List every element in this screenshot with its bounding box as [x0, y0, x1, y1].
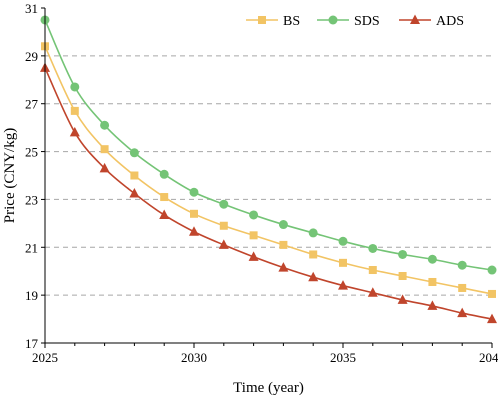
data-point-bs-2038 [428, 277, 437, 286]
series-line-sds [44, 19, 493, 271]
gridlines [45, 55, 492, 296]
axes [41, 7, 493, 348]
data-point-bs-2035 [339, 258, 347, 267]
data-point-sds-2027 [100, 120, 110, 130]
x-axis-title: Time (year) [233, 380, 304, 396]
data-point-sds-2030 [189, 187, 199, 197]
legend-marker-bs [258, 16, 266, 24]
data-point-sds-2029 [159, 169, 169, 179]
data-point-ads-2034 [308, 271, 319, 282]
y-tick-label-25: 25 [25, 145, 38, 160]
y-axis-title: Price (CNY/kg) [2, 128, 18, 223]
data-point-bs-2026 [70, 106, 79, 115]
data-point-ads-2035 [338, 280, 348, 290]
legend-marker-sds [328, 15, 338, 25]
data-point-bs-2036 [368, 266, 377, 275]
legend: BS SDS ADS [246, 14, 464, 29]
y-tick-label-29: 29 [25, 49, 38, 64]
legend-label-sds: SDS [354, 14, 380, 29]
data-point-bs-2031 [219, 221, 228, 230]
legend-label-bs: BS [283, 14, 300, 29]
data-point-bs-2029 [160, 193, 169, 202]
data-point-bs-2034 [309, 250, 318, 259]
x-tick-label-2030: 2030 [181, 350, 207, 365]
data-point-ads-2031 [218, 239, 229, 249]
legend-item-sds: SDS [317, 14, 380, 29]
data-point-ads-2032 [248, 251, 259, 261]
series-ads [40, 62, 497, 324]
data-point-sds-2038 [427, 254, 437, 264]
series-layer [40, 15, 497, 324]
data-point-sds-2031 [219, 199, 229, 209]
series-sds [40, 15, 497, 275]
data-point-ads-2027 [99, 162, 110, 173]
data-point-ads-2037 [397, 294, 408, 304]
data-point-ads-2030 [189, 226, 199, 236]
data-point-sds-2026 [70, 82, 80, 92]
data-point-sds-2032 [249, 210, 259, 220]
y-tick-label-21: 21 [25, 240, 38, 255]
y-tick-label-31: 31 [25, 1, 38, 16]
data-point-ads-2028 [129, 187, 140, 198]
data-point-sds-2037 [398, 249, 408, 259]
legend-item-bs: BS [246, 14, 300, 29]
tick-labels: 17 19 21 23 25 27 29 31 2025 2030 2035 2040 [25, 1, 498, 365]
data-point-sds-2036 [368, 243, 378, 253]
data-point-ads-2040 [487, 313, 497, 324]
series-line-bs [44, 45, 493, 295]
y-tick-label-27: 27 [25, 97, 39, 112]
data-point-bs-2028 [130, 171, 139, 180]
x-tick-label-2035: 2035 [330, 350, 356, 365]
data-point-bs-2027 [100, 145, 109, 154]
y-tick-label-19: 19 [25, 288, 38, 303]
data-point-sds-2028 [129, 148, 139, 158]
legend-marker-ads [410, 14, 420, 24]
data-point-ads-2038 [427, 300, 438, 310]
data-point-bs-2040 [488, 289, 496, 298]
legend-label-ads: ADS [436, 14, 464, 29]
y-tick-label-23: 23 [25, 192, 38, 207]
data-point-ads-2026 [69, 126, 80, 137]
x-tick-label-2025: 2025 [32, 350, 58, 365]
data-point-ads-2039 [457, 307, 468, 318]
data-point-sds-2034 [308, 228, 318, 238]
x-tick-label-2040: 2040 [479, 350, 498, 365]
data-point-ads-2036 [367, 287, 378, 297]
data-point-bs-2033 [279, 240, 288, 249]
series-line-ads [44, 67, 493, 320]
data-point-bs-2032 [249, 231, 258, 240]
y-tick-label-17: 17 [25, 336, 39, 351]
data-point-sds-2039 [457, 260, 467, 270]
data-point-bs-2037 [398, 272, 407, 280]
data-point-bs-2030 [190, 209, 198, 218]
data-point-sds-2033 [278, 220, 288, 230]
legend-item-ads: ADS [399, 14, 464, 29]
data-point-sds-2035 [338, 236, 348, 246]
data-point-sds-2040 [487, 265, 497, 275]
data-point-ads-2033 [278, 262, 289, 272]
data-point-ads-2029 [159, 209, 170, 219]
data-point-bs-2039 [458, 283, 467, 292]
series-bs [41, 42, 496, 298]
